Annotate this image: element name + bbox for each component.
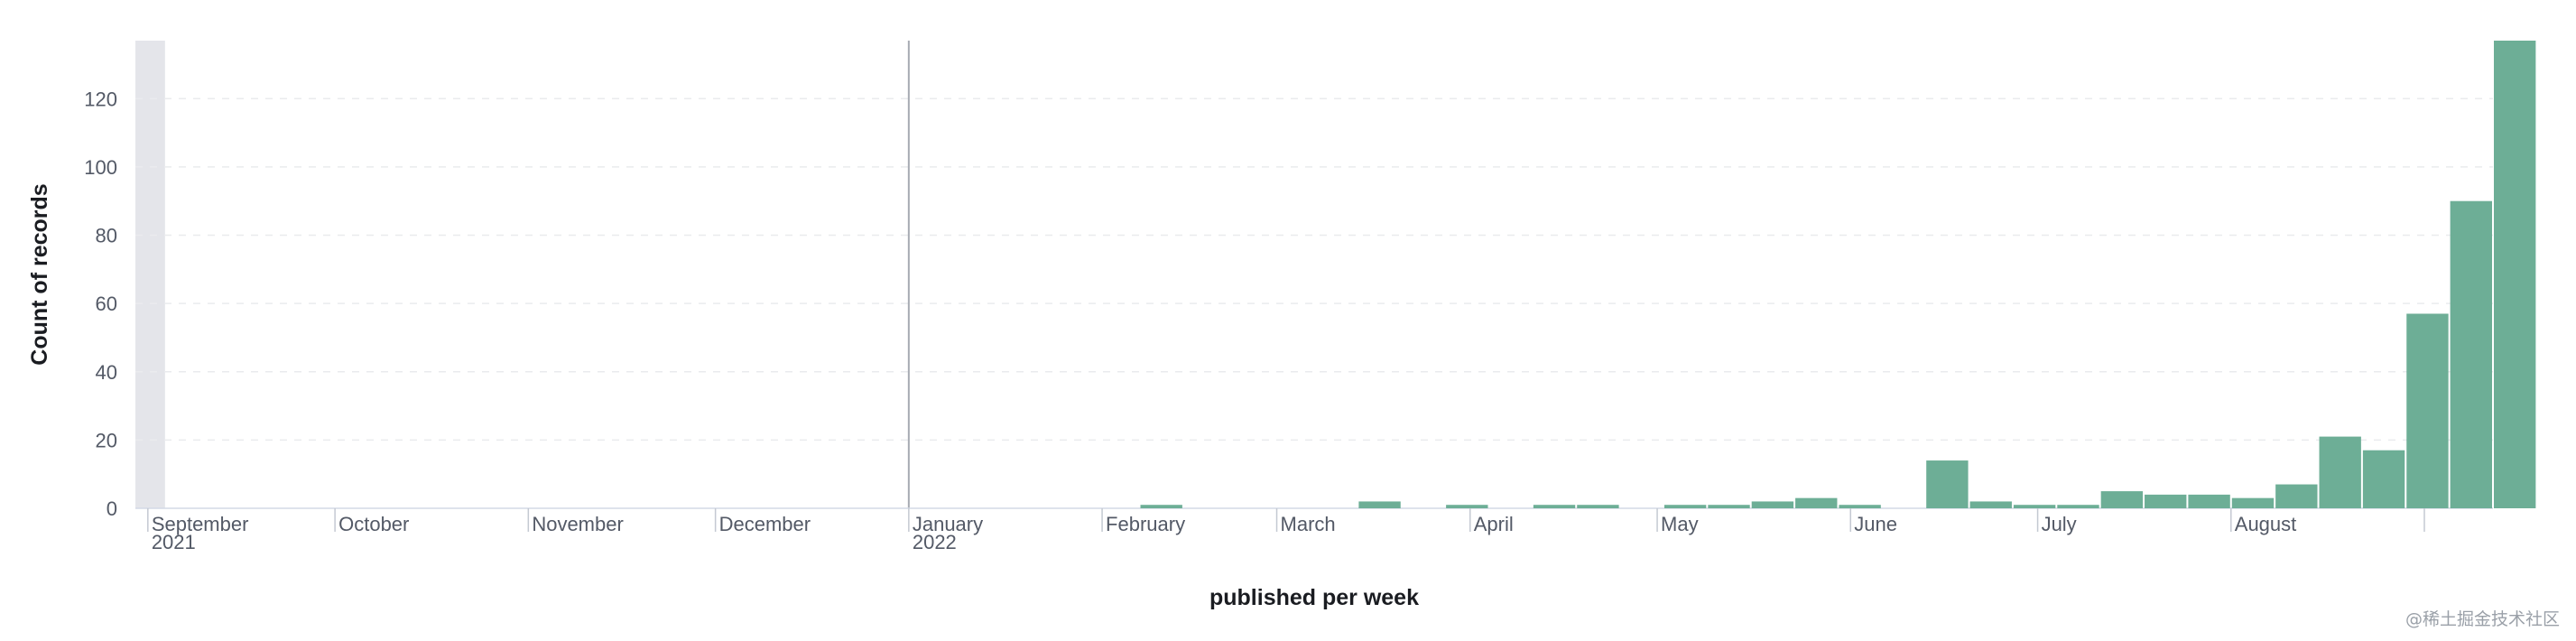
bar-series: [1140, 41, 2536, 509]
x-tick-sublabel: 2021: [152, 531, 196, 553]
y-tick-label: 120: [84, 88, 117, 110]
y-tick-label: 60: [96, 293, 117, 315]
bar[interactable]: [1358, 501, 1401, 508]
bar[interactable]: [2188, 494, 2230, 508]
bar[interactable]: [1663, 505, 1707, 508]
x-tick-label: March: [1281, 513, 1336, 535]
x-tick-label: September: [152, 513, 249, 535]
bar[interactable]: [2100, 491, 2144, 508]
bar[interactable]: [1577, 505, 1619, 508]
partial-interval-shade: [135, 41, 165, 508]
gridlines: [135, 41, 2493, 508]
bar[interactable]: [2406, 313, 2449, 508]
x-tick-label: October: [338, 513, 409, 535]
x-tick-label: July: [2042, 513, 2077, 535]
x-tick-label: January: [913, 513, 983, 535]
x-tick-label: June: [1854, 513, 1897, 535]
y-tick-label: 0: [107, 497, 117, 520]
bar-clipped[interactable]: [2494, 41, 2536, 508]
bar[interactable]: [2231, 497, 2275, 508]
y-tick-label: 80: [96, 225, 117, 247]
y-axis: 0 20 40 60 80 100 120: [84, 88, 117, 520]
x-tick-label: December: [719, 513, 811, 535]
y-tick-label: 20: [96, 429, 117, 451]
bar[interactable]: [1839, 505, 1881, 508]
bar[interactable]: [1708, 505, 1750, 508]
x-tick-label: May: [1661, 513, 1699, 535]
bar[interactable]: [1795, 497, 1838, 508]
bar[interactable]: [2057, 505, 2099, 508]
bar[interactable]: [1533, 505, 1576, 508]
y-tick-label: 100: [84, 156, 117, 179]
bar[interactable]: [1751, 501, 1794, 508]
bar[interactable]: [1446, 505, 1488, 508]
x-tick-label: August: [2235, 513, 2297, 535]
bar[interactable]: [1926, 460, 1969, 508]
bar[interactable]: [2319, 436, 2361, 508]
x-tick-label: November: [532, 513, 623, 535]
x-tick-label: February: [1106, 513, 1185, 535]
bar[interactable]: [2145, 494, 2187, 508]
y-axis-title: Count of records: [27, 183, 52, 365]
x-axis-title: published per week: [1209, 585, 1419, 610]
bar[interactable]: [2450, 200, 2492, 509]
bar[interactable]: [1140, 505, 1182, 508]
bar[interactable]: [2275, 484, 2318, 508]
bar[interactable]: [1969, 501, 2012, 508]
x-tick-label: April: [1474, 513, 1514, 535]
bar[interactable]: [2013, 505, 2056, 508]
watermark: @稀土掘金技术社区: [2405, 609, 2560, 629]
bar[interactable]: [2362, 450, 2405, 508]
y-tick-label: 40: [96, 361, 117, 384]
x-tick-sublabel: 2022: [913, 531, 957, 553]
